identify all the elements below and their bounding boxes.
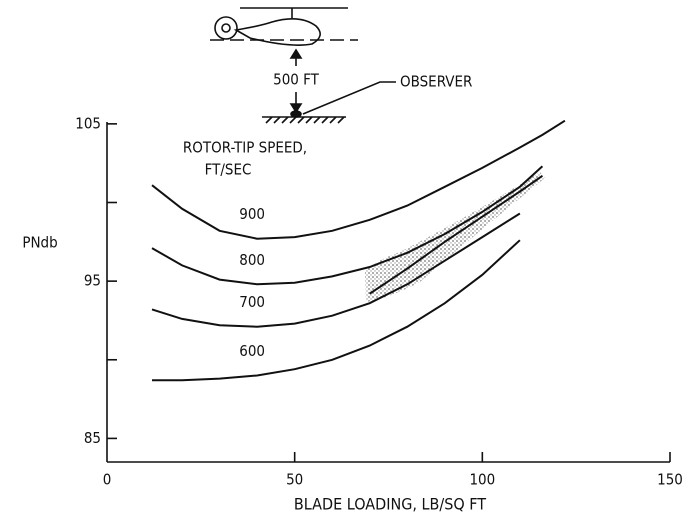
y-tick-label: 95 xyxy=(84,272,101,290)
x-axis-label: BLADE LOADING, LB/SQ FT xyxy=(294,495,486,514)
series-label: 900 xyxy=(239,205,265,223)
series-label: 800 xyxy=(239,251,265,269)
y-axis-label: PNdb xyxy=(22,234,57,252)
altitude-label: 500 FT xyxy=(273,71,320,89)
series-line xyxy=(151,119,566,240)
x-tick-label: 100 xyxy=(469,471,495,489)
y-tick-label: 105 xyxy=(75,114,101,132)
x-tick-label: 150 xyxy=(657,471,683,489)
helicopter-sketch xyxy=(210,7,396,124)
series-line xyxy=(151,165,544,286)
legend-title: FT/SEC xyxy=(205,161,252,179)
observer-label: OBSERVER xyxy=(400,73,472,91)
series-label: 600 xyxy=(239,342,265,360)
x-tick-label: 0 xyxy=(103,471,112,489)
scatter-band xyxy=(365,172,545,302)
y-tick-label: 85 xyxy=(84,429,101,447)
series-label: 700 xyxy=(239,293,265,311)
series-line xyxy=(369,174,543,295)
legend-title: ROTOR-TIP SPEED, xyxy=(183,139,307,157)
series-line xyxy=(152,239,521,382)
series-line xyxy=(151,212,521,328)
x-tick-label: 50 xyxy=(286,471,303,489)
